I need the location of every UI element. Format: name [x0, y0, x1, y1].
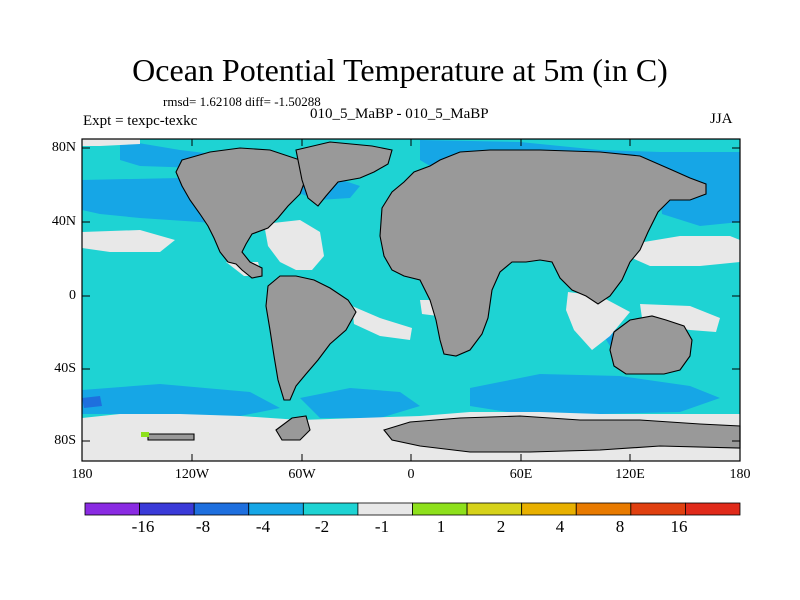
lat-tick-label: 0	[69, 288, 76, 303]
axis-ticks	[82, 139, 740, 461]
colorbar-label: 16	[670, 517, 688, 536]
australia	[609, 315, 693, 375]
colorbar-swatch	[575, 502, 632, 516]
colorbar-label: 8	[615, 517, 625, 536]
lon-tick-label: 120W	[174, 467, 210, 482]
colorbar-swatch	[248, 502, 304, 516]
colorbar-label: -4	[255, 517, 271, 536]
stats-label: rmsd= 1.62108 diff= -1.50288	[163, 94, 321, 109]
colorbar-swatch	[193, 502, 250, 516]
colorbar-swatch	[630, 502, 686, 516]
colorbar-label: -1	[374, 517, 390, 536]
lon-tick-label: 0	[407, 467, 415, 482]
lon-tick-label: 180	[729, 467, 751, 482]
colorbar-swatch	[357, 502, 413, 516]
greenland	[295, 141, 393, 207]
lat-tick-label: 40N	[51, 214, 76, 229]
colorbar-label: -2	[314, 517, 330, 536]
colorbar	[84, 502, 741, 516]
lon-tick-label: 120E	[615, 467, 645, 482]
lon-tick-label: 60W	[288, 467, 316, 482]
colorbar-swatch	[685, 502, 741, 516]
map-title: Ocean Potential Temperature at 5m (in C)	[132, 52, 668, 88]
colorbar-label: 4	[555, 517, 565, 536]
lat-tick-label: 40S	[54, 361, 76, 376]
colorbar-swatch	[84, 502, 140, 516]
colorbar-swatch	[412, 502, 468, 516]
lat-tick-label: 80N	[51, 140, 76, 155]
eurasia-africa	[379, 149, 707, 357]
lon-tick-label: 60E	[509, 467, 533, 482]
colorbar-label: 1	[436, 517, 446, 536]
experiment-label: Expt = texpc-texkc	[83, 113, 198, 129]
south-america	[265, 275, 357, 401]
colorbar-swatch	[466, 502, 523, 516]
colorbar-label: 2	[496, 517, 506, 536]
colorbar-swatch	[302, 502, 359, 516]
lat-tick-label: 80S	[54, 433, 76, 448]
warm-anomaly-spot	[141, 432, 149, 437]
land-masses	[147, 141, 741, 453]
season-label: JJA	[710, 111, 733, 127]
colorbar-swatch	[521, 502, 577, 516]
antarctica-peninsula	[275, 415, 311, 441]
lon-tick-label: 180	[71, 467, 93, 482]
colorbar-label: -8	[195, 517, 211, 536]
antarctica-shelf	[147, 433, 195, 441]
colorbar-label: -16	[131, 517, 155, 536]
colorbar-swatch	[139, 502, 195, 516]
case-label: 010_5_MaBP - 010_5_MaBP	[310, 106, 489, 122]
